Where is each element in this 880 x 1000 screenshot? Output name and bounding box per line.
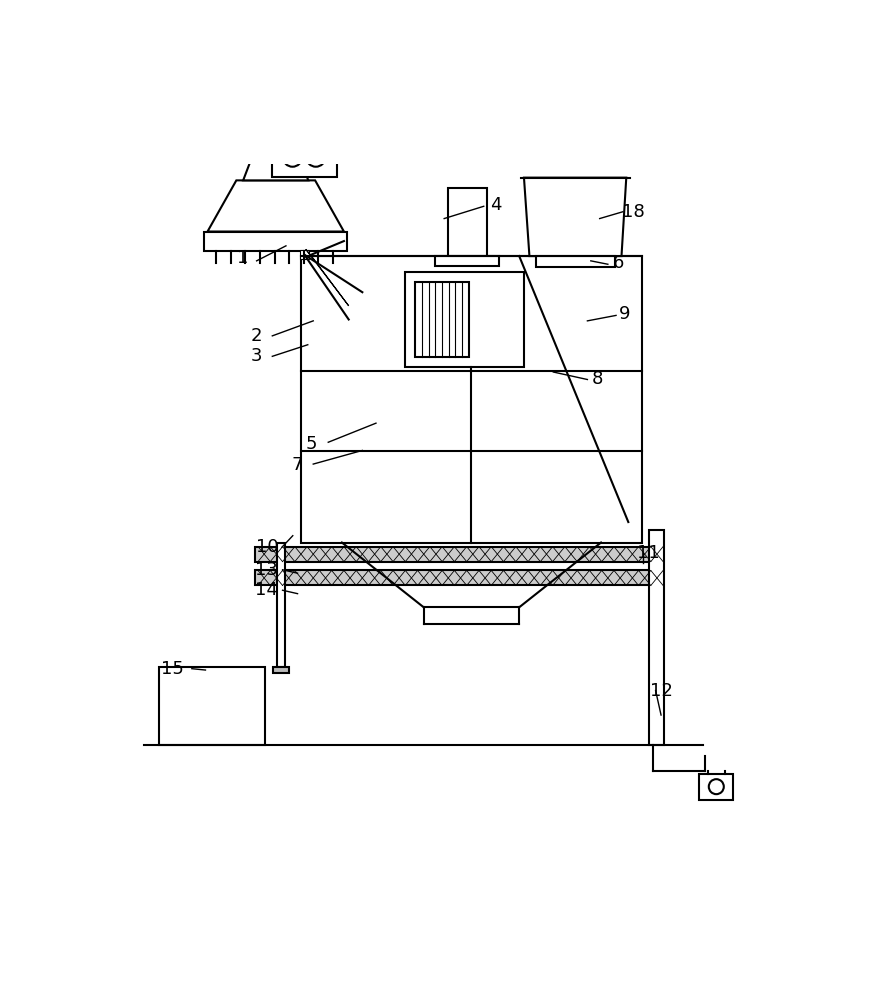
Text: 7: 7 [292, 456, 304, 474]
Text: 15: 15 [161, 660, 184, 678]
Bar [254, 547, 656, 562]
Circle shape [306, 148, 326, 167]
Bar [405, 272, 524, 367]
Bar [700, 774, 733, 800]
Text: 5: 5 [305, 435, 317, 453]
Polygon shape [305, 249, 348, 306]
Bar [415, 282, 469, 357]
Polygon shape [208, 180, 344, 232]
Bar [448, 188, 488, 256]
Text: 13: 13 [255, 561, 278, 579]
Text: 3: 3 [251, 347, 262, 365]
Bar [254, 570, 656, 585]
Text: 14: 14 [255, 581, 278, 599]
Text: 11: 11 [637, 544, 660, 562]
Bar [436, 256, 500, 266]
Text: 4: 4 [489, 196, 501, 214]
Bar [299, 250, 309, 259]
Text: 9: 9 [620, 305, 631, 323]
Circle shape [283, 148, 302, 167]
Bar [159, 667, 265, 745]
Circle shape [708, 779, 724, 794]
Bar [273, 667, 290, 673]
Bar [301, 256, 642, 543]
Text: 10: 10 [255, 538, 278, 556]
Text: 12: 12 [649, 682, 672, 700]
Text: 1: 1 [238, 249, 249, 267]
Text: 6: 6 [612, 254, 624, 272]
Polygon shape [524, 178, 627, 256]
Bar [297, 126, 312, 137]
Bar [272, 137, 336, 177]
Bar [277, 543, 285, 667]
Bar [536, 256, 614, 267]
Text: 18: 18 [622, 203, 645, 221]
Bar [204, 232, 348, 251]
Text: 8: 8 [592, 370, 604, 388]
Text: 2: 2 [251, 327, 262, 345]
Bar [649, 530, 664, 745]
Polygon shape [243, 152, 308, 180]
